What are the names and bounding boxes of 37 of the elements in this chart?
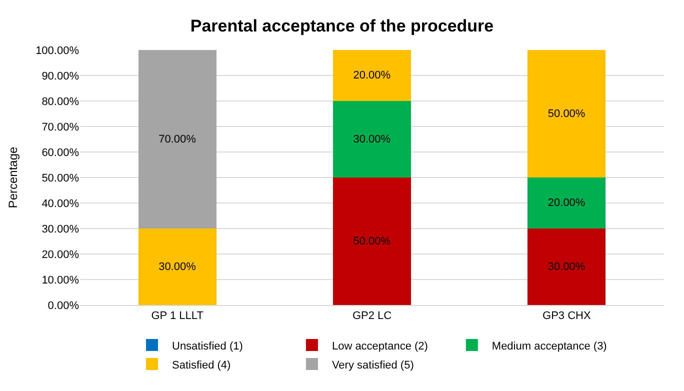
bar (528, 178, 606, 228)
y-tick-label: 50.00% (42, 172, 80, 184)
legend-label: Low acceptance (2) (332, 340, 428, 352)
bar (333, 50, 411, 101)
y-tick-label: 20.00% (42, 248, 80, 261)
data-label: 70.00% (158, 133, 196, 146)
x-tick-label: GP2 LC (352, 310, 392, 322)
data-label: 30.00% (353, 133, 391, 146)
data-label: 30.00% (548, 260, 586, 273)
bar (333, 178, 411, 305)
bar (138, 50, 216, 228)
legend-label: Satisfied (4) (172, 359, 231, 372)
legend-label: Very satisfied (5) (332, 359, 414, 372)
bar (528, 50, 606, 178)
bar (528, 228, 606, 305)
bar (138, 228, 216, 305)
y-tick-label: 10.00% (42, 274, 80, 286)
data-label: 30.00% (158, 260, 196, 273)
data-label: 20.00% (548, 197, 586, 209)
y-tick-label: 90.00% (42, 70, 80, 82)
x-tick-label: GP3 CHX (542, 310, 592, 322)
legend-label: Unsatisfied (1) (172, 340, 243, 352)
chart-title: Parental acceptance of the procedure (190, 16, 494, 36)
y-tick-label: 40.00% (42, 198, 80, 210)
y-tick-label: 60.00% (42, 146, 80, 159)
data-label: 50.00% (353, 235, 391, 248)
legend-label: Medium acceptance (3) (492, 340, 607, 352)
y-axis-title: Percentage (6, 146, 20, 208)
data-label: 20.00% (353, 70, 391, 82)
y-tick-label: 0.00% (48, 300, 80, 312)
y-tick-label: 30.00% (42, 223, 80, 236)
y-tick-label: 80.00% (42, 96, 80, 108)
bar (333, 101, 411, 178)
y-tick-label: 70.00% (42, 121, 80, 134)
data-label: 50.00% (548, 108, 586, 120)
y-tick-label: 100.00% (36, 44, 80, 57)
x-tick-label: GP 1 LLLT (151, 310, 204, 322)
